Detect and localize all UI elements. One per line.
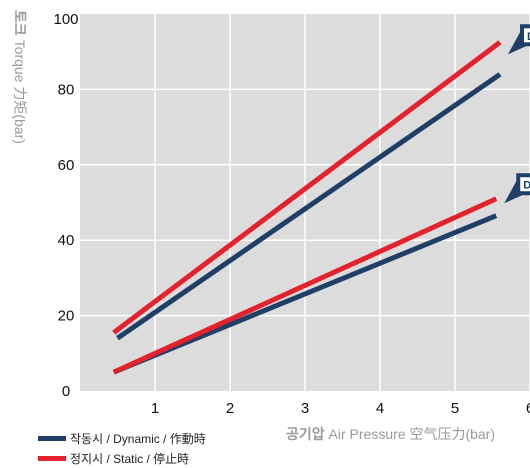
- y-tick-label: 20: [58, 308, 75, 325]
- x-axis-label-korean: 공기압: [286, 426, 325, 442]
- legend-item-dynamic: 작동시 / Dynamic / 作動時: [38, 428, 206, 448]
- legend-swatch-static: [38, 456, 66, 461]
- callout-label-small: D: [523, 180, 530, 192]
- legend-item-static: 정지시 / Static / 停止時: [38, 448, 206, 468]
- legend: 작동시 / Dynamic / 作動時 정지시 / Static / 停止時: [38, 428, 206, 468]
- x-tick-label: 2: [226, 400, 234, 417]
- x-axis-label-rest: Air Pressure 空气压力(bar): [325, 426, 495, 442]
- x-tick-label: 3: [301, 400, 309, 417]
- x-tick-label: 5: [451, 400, 459, 417]
- legend-swatch-dynamic: [38, 436, 66, 441]
- legend-label-static: 정지시 / Static / 停止時: [70, 450, 189, 467]
- y-tick-label: 40: [58, 232, 75, 249]
- legend-label-dynamic: 작동시 / Dynamic / 作動時: [70, 430, 206, 447]
- y-tick-label: 0: [62, 383, 70, 400]
- y-axis-label: 토크 Torque 力矩(bar): [8, 10, 30, 200]
- y-axis-label-rest: Torque 力矩(bar): [12, 36, 28, 144]
- x-tick-label: 4: [376, 400, 384, 417]
- x-axis-label: 공기압 Air Pressure 空气压力(bar): [286, 424, 495, 444]
- y-axis-label-korean: 토크: [12, 10, 28, 36]
- y-tick-label: 60: [58, 157, 75, 174]
- x-tick-label: 1: [151, 400, 159, 417]
- y-tick-label: 100: [53, 11, 78, 28]
- x-tick-label: 6: [526, 400, 530, 417]
- y-tick-label: 80: [58, 81, 75, 98]
